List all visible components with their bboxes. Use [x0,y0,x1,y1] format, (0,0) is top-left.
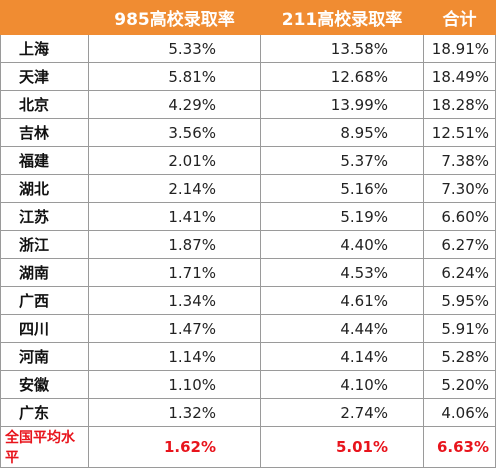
province-cell: 湖南 [0,258,89,287]
rate-985-cell: 2.01% [88,146,261,175]
table-header-row: 985高校录取率 211高校录取率 合计 [0,0,496,35]
province-cell: 广东 [0,398,89,427]
total-rate-cell: 6.60% [423,202,496,231]
province-cell: 四川 [0,314,89,343]
table-body: 上海 5.33% 13.58% 18.91% 天津 5.81% 12.68% 18.49% 北京… [0,34,496,468]
table-row: 四川 1.47% 4.44% 5.91% [0,314,496,343]
rate-211-cell: 4.44% [260,314,424,343]
province-cell: 安徽 [0,370,89,399]
table-row: 湖南 1.71% 4.53% 6.24% [0,258,496,287]
table-row: 江苏 1.41% 5.19% 6.60% [0,202,496,231]
rate-211-cell: 4.61% [260,286,424,315]
table-row: 浙江 1.87% 4.40% 6.27% [0,230,496,259]
total-rate-cell: 7.30% [423,174,496,203]
total-rate-cell: 6.27% [423,230,496,259]
table-row: 上海 5.33% 13.58% 18.91% [0,34,496,63]
header-211-rate: 211高校录取率 [260,0,424,35]
header-total: 合计 [423,0,496,35]
total-rate-cell: 4.06% [423,398,496,427]
header-985-rate: 985高校录取率 [88,0,261,35]
province-cell: 吉林 [0,118,89,147]
total-rate-cell: 5.91% [423,314,496,343]
rate-985-cell: 1.10% [88,370,261,399]
rate-211-cell: 4.40% [260,230,424,259]
rate-211-cell: 13.99% [260,90,424,119]
table-row: 安徽 1.10% 4.10% 5.20% [0,370,496,399]
rate-211-cell: 2.74% [260,398,424,427]
province-cell: 上海 [0,34,89,63]
total-rate-cell: 7.38% [423,146,496,175]
rate-985-cell: 1.87% [88,230,261,259]
rate-985-cell: 5.81% [88,62,261,91]
rate-985-cell: 3.56% [88,118,261,147]
rate-211-cell: 8.95% [260,118,424,147]
rate-985-cell: 1.14% [88,342,261,371]
national-average-row: 全国平均水平 1.62% 5.01% 6.63% [0,426,496,468]
rate-985-cell: 1.47% [88,314,261,343]
rate-211-cell: 5.01% [260,426,424,468]
province-cell: 全国平均水平 [0,426,89,468]
rate-211-cell: 4.53% [260,258,424,287]
total-rate-cell: 6.24% [423,258,496,287]
rate-985-cell: 1.41% [88,202,261,231]
rate-985-cell: 5.33% [88,34,261,63]
rate-211-cell: 5.16% [260,174,424,203]
rate-985-cell: 1.32% [88,398,261,427]
table-row: 福建 2.01% 5.37% 7.38% [0,146,496,175]
total-rate-cell: 5.95% [423,286,496,315]
header-province [0,0,89,35]
province-cell: 北京 [0,90,89,119]
province-cell: 湖北 [0,174,89,203]
province-cell: 广西 [0,286,89,315]
total-rate-cell: 5.20% [423,370,496,399]
rate-985-cell: 1.71% [88,258,261,287]
rate-211-cell: 12.68% [260,62,424,91]
rate-211-cell: 5.19% [260,202,424,231]
total-rate-cell: 6.63% [423,426,496,468]
rate-211-cell: 4.10% [260,370,424,399]
total-rate-cell: 5.28% [423,342,496,371]
table-row: 天津 5.81% 12.68% 18.49% [0,62,496,91]
table-row: 吉林 3.56% 8.95% 12.51% [0,118,496,147]
province-cell: 福建 [0,146,89,175]
rate-211-cell: 5.37% [260,146,424,175]
table-row: 广东 1.32% 2.74% 4.06% [0,398,496,427]
rate-985-cell: 4.29% [88,90,261,119]
total-rate-cell: 18.91% [423,34,496,63]
rate-985-cell: 1.34% [88,286,261,315]
rate-985-cell: 2.14% [88,174,261,203]
table-row: 河南 1.14% 4.14% 5.28% [0,342,496,371]
province-cell: 天津 [0,62,89,91]
total-rate-cell: 12.51% [423,118,496,147]
province-cell: 浙江 [0,230,89,259]
total-rate-cell: 18.49% [423,62,496,91]
rate-211-cell: 13.58% [260,34,424,63]
table-row: 湖北 2.14% 5.16% 7.30% [0,174,496,203]
table-row: 广西 1.34% 4.61% 5.95% [0,286,496,315]
province-cell: 江苏 [0,202,89,231]
province-cell: 河南 [0,342,89,371]
rate-985-cell: 1.62% [88,426,261,468]
total-rate-cell: 18.28% [423,90,496,119]
rate-211-cell: 4.14% [260,342,424,371]
table-row: 北京 4.29% 13.99% 18.28% [0,90,496,119]
